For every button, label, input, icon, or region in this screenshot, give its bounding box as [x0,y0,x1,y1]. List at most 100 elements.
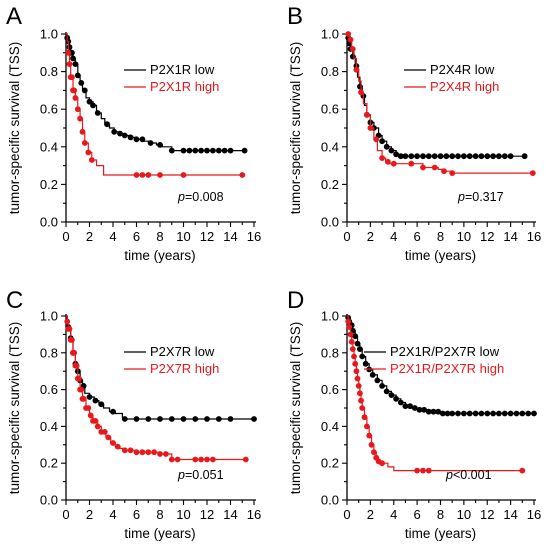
x-tick-label: 6 [414,229,421,244]
censor-marker [501,410,508,417]
x-tick-label: 0 [62,229,69,244]
y-tick-label: 0.8 [40,345,58,360]
censor-marker [529,170,536,177]
censor-marker [71,349,78,356]
censor-marker [157,172,163,178]
series-high [64,315,249,463]
censor-marker [379,383,385,389]
censor-marker [358,397,364,404]
censor-marker [466,153,473,160]
legend-entry: P2X1R low [150,62,215,77]
censor-marker [70,55,76,62]
censor-marker [441,168,447,175]
censor-marker [352,333,359,340]
censor-marker [351,353,357,360]
p-value: p=0.008 [177,190,224,204]
censor-marker [357,83,363,90]
censor-marker [411,405,418,411]
censor-marker [435,408,442,415]
censor-marker [92,418,99,424]
panel-a: A 0.0 0.2 0.4 0.6 0.8 1.0 0 2 4 6 8 10 12 14 16 time (ye… [6,3,261,263]
censor-marker [145,172,152,178]
censor-marker [490,153,496,160]
censor-marker [85,149,92,156]
y-tick-label: 0.0 [40,493,58,508]
x-tick-label: 0 [343,507,350,522]
censor-marker [362,360,369,367]
y-tick-label: 0.2 [321,177,339,192]
censor-marker [87,412,94,419]
censor-marker [88,157,95,163]
censor-marker [349,346,356,352]
censor-marker [81,140,88,146]
censor-marker [390,160,397,167]
survival-curve [347,33,534,174]
censor-marker [94,110,101,116]
censor-marker [371,449,377,456]
censor-marker [449,410,456,417]
censor-marker [379,138,385,145]
censor-marker [133,136,140,143]
censor-marker [221,147,228,154]
y-tick-label: 0.2 [321,456,339,471]
censor-marker [192,147,199,154]
censor-marker [215,416,222,422]
x-axis-title: time (years) [405,526,476,541]
panel-letter: C [6,287,23,314]
censor-marker [174,456,181,463]
censor-marker [186,147,193,154]
censor-marker [364,111,370,118]
censor-marker [353,368,360,375]
censor-marker [198,147,205,154]
censor-marker [472,410,479,417]
censor-marker [192,416,199,422]
censor-marker [420,153,426,160]
censor-marker [73,362,80,369]
x-tick-label: 12 [480,507,494,522]
y-tick-label: 0.6 [321,102,339,117]
censor-marker [157,416,163,422]
censor-marker [455,410,461,417]
censor-marker [114,443,121,450]
x-tick-label: 0 [62,507,69,522]
censor-marker [359,353,366,360]
censor-marker [397,399,404,406]
x-tick-label: 8 [156,229,163,244]
p-value: p=0.051 [177,468,224,482]
censor-marker [139,449,146,456]
censor-marker [531,410,537,417]
censor-marker [431,164,438,171]
p-value: p=0.317 [457,190,504,204]
censor-marker [397,153,404,160]
censor-marker [345,31,352,37]
censor-marker [192,456,199,463]
legend-entry: P2X1R high [150,79,219,94]
p-value: p<0.001 [445,468,492,482]
censor-marker [385,158,391,165]
y-tick-label: 0.4 [40,419,58,434]
censor-marker [98,401,105,408]
censor-marker [86,98,93,105]
censor-marker [121,447,128,454]
censor-marker [69,337,75,343]
censor-marker [507,153,514,160]
x-tick-label: 16 [247,229,261,244]
censor-marker [86,394,93,400]
x-tick-label: 16 [527,229,541,244]
censor-marker [444,410,451,417]
censor-marker [117,130,123,137]
censor-marker [241,147,248,154]
legend-entry: P2X1R/P2X7R low [390,344,500,359]
censor-marker [180,147,187,154]
y-tick-label: 1.0 [321,309,339,324]
censor-marker [472,153,479,160]
censor-marker [407,403,413,410]
x-tick-label: 4 [390,229,397,244]
x-tick-label: 10 [457,229,471,244]
censor-marker [78,80,85,86]
x-tick-label: 14 [503,507,517,522]
censor-marker [110,408,116,415]
censor-marker [81,87,88,94]
x-tick-label: 8 [437,507,444,522]
